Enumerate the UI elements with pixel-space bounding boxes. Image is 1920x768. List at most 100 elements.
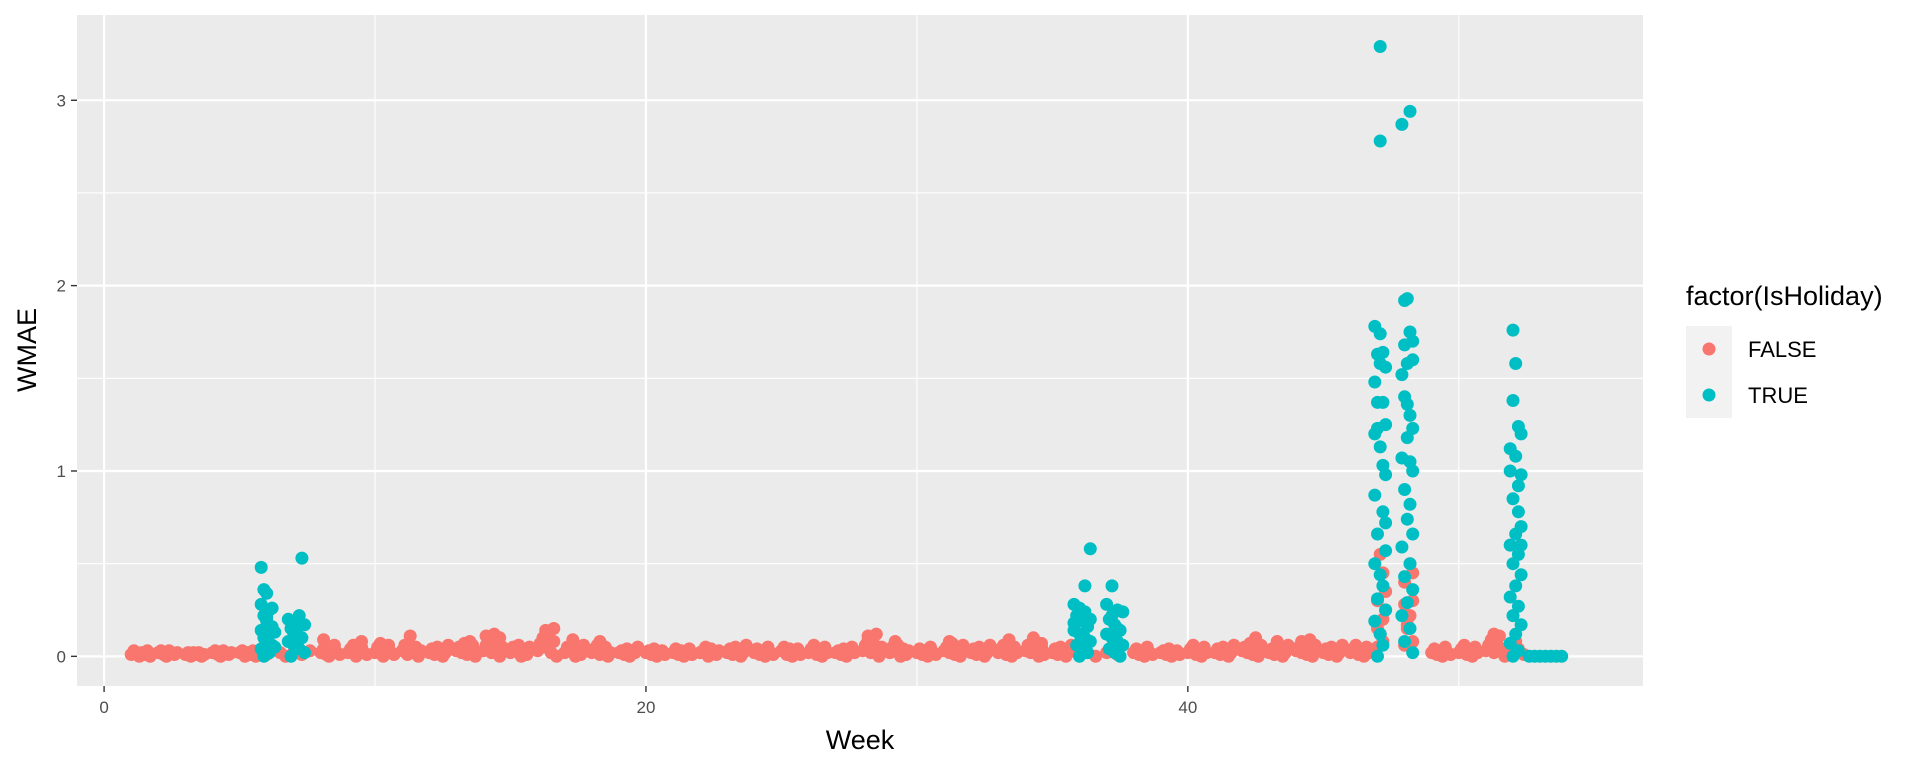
data-point-true: [1373, 327, 1387, 341]
data-point-true: [1514, 538, 1528, 552]
data-point-false: [1487, 627, 1501, 641]
data-point-true: [287, 629, 301, 643]
y-axis-title: WMAE: [12, 308, 42, 392]
data-point-false: [547, 635, 561, 648]
data-point-false: [953, 649, 967, 663]
data-point-true: [1373, 134, 1387, 148]
data-point-true: [1368, 427, 1382, 441]
data-point-false: [1249, 631, 1263, 645]
data-point-false: [355, 635, 368, 648]
grid-minor: [77, 15, 1643, 686]
data-point-true: [284, 649, 298, 663]
data-point-true: [1105, 579, 1119, 593]
data-point-true: [260, 586, 274, 600]
series-false-points: [124, 547, 1531, 663]
data-point-true: [1073, 649, 1086, 663]
data-point-true: [1371, 592, 1384, 606]
data-point-true: [1376, 458, 1390, 472]
data-point-true: [1506, 394, 1520, 407]
data-point-true: [1105, 609, 1119, 623]
data-point-true: [254, 560, 268, 574]
legend-label-true: TRUE: [1748, 383, 1808, 408]
y-tick-label: 2: [57, 277, 66, 296]
data-point-true: [1403, 497, 1417, 511]
data-point-true: [1514, 568, 1528, 582]
data-point-true: [265, 601, 279, 615]
legend-marker-false: [1702, 342, 1716, 356]
data-point-false: [373, 636, 387, 650]
data-point-true: [1406, 527, 1420, 541]
data-point-true: [1403, 408, 1417, 422]
data-point-false: [1002, 633, 1016, 647]
data-point-true: [1400, 596, 1414, 610]
data-point-true: [1506, 609, 1520, 623]
data-point-true: [1506, 649, 1520, 663]
data-point-true: [1403, 557, 1417, 571]
data-point-true: [1376, 579, 1390, 593]
data-point-true: [1395, 609, 1409, 623]
data-point-true: [1555, 649, 1569, 663]
data-point-true: [1403, 455, 1417, 469]
data-point-true: [1511, 505, 1525, 519]
data-point-true: [1379, 544, 1393, 558]
data-point-false: [1306, 649, 1319, 663]
data-point-true: [1371, 527, 1384, 541]
data-point-true: [1373, 627, 1387, 641]
data-point-true: [1078, 579, 1092, 593]
y-tick-label: 1: [57, 462, 66, 481]
data-point-true: [1067, 616, 1081, 630]
data-point-true: [1406, 334, 1420, 348]
data-point-true: [1373, 40, 1387, 53]
data-point-true: [1083, 542, 1097, 556]
x-tick-label: 20: [637, 698, 656, 717]
data-point-false: [1035, 636, 1048, 650]
data-point-true: [298, 618, 312, 632]
data-point-true: [1368, 614, 1382, 628]
data-point-true: [1400, 397, 1414, 411]
data-point-true: [1395, 368, 1409, 382]
data-point-false: [1251, 649, 1265, 663]
data-point-true: [1379, 516, 1393, 530]
data-point-true: [1379, 418, 1393, 432]
x-axis-title: Week: [826, 725, 895, 755]
data-point-false: [1270, 635, 1284, 648]
data-point-true: [1371, 395, 1384, 409]
y-tick-label: 3: [57, 91, 66, 110]
data-point-true: [1398, 483, 1412, 496]
y-tick-label: 0: [57, 647, 66, 666]
data-point-true: [1379, 603, 1393, 617]
data-point-true: [1400, 292, 1414, 306]
data-point-false: [463, 635, 477, 648]
data-point-true: [1403, 622, 1417, 635]
data-point-true: [1110, 622, 1124, 635]
data-point-true: [1398, 570, 1412, 584]
data-point-false: [566, 633, 580, 647]
x-tick-label: 40: [1178, 698, 1197, 717]
legend-label-false: FALSE: [1748, 337, 1816, 362]
data-point-true: [1368, 488, 1382, 502]
data-point-true: [1368, 557, 1382, 571]
data-point-true: [1376, 505, 1390, 519]
data-point-true: [1403, 104, 1417, 118]
data-point-true: [268, 625, 282, 639]
data-point-true: [1116, 605, 1130, 619]
data-point-true: [1511, 479, 1525, 493]
data-point-false: [1303, 633, 1317, 647]
x-tick-label: 0: [99, 698, 108, 717]
data-point-true: [1509, 527, 1523, 541]
data-point-true: [1379, 360, 1393, 374]
data-point-true: [1503, 464, 1517, 478]
data-point-true: [1373, 440, 1387, 454]
data-point-true: [1395, 540, 1409, 554]
data-point-false: [888, 635, 902, 648]
data-point-false: [869, 627, 883, 641]
data-point-true: [1506, 323, 1520, 337]
data-point-true: [1503, 590, 1517, 604]
legend-title: factor(IsHoliday): [1686, 281, 1883, 311]
series-true-points: [254, 40, 1569, 663]
data-point-true: [1406, 421, 1420, 435]
data-point-true: [1514, 468, 1528, 482]
data-point-true: [1371, 649, 1384, 663]
data-point-true: [1506, 557, 1520, 571]
data-point-true: [1083, 612, 1097, 626]
